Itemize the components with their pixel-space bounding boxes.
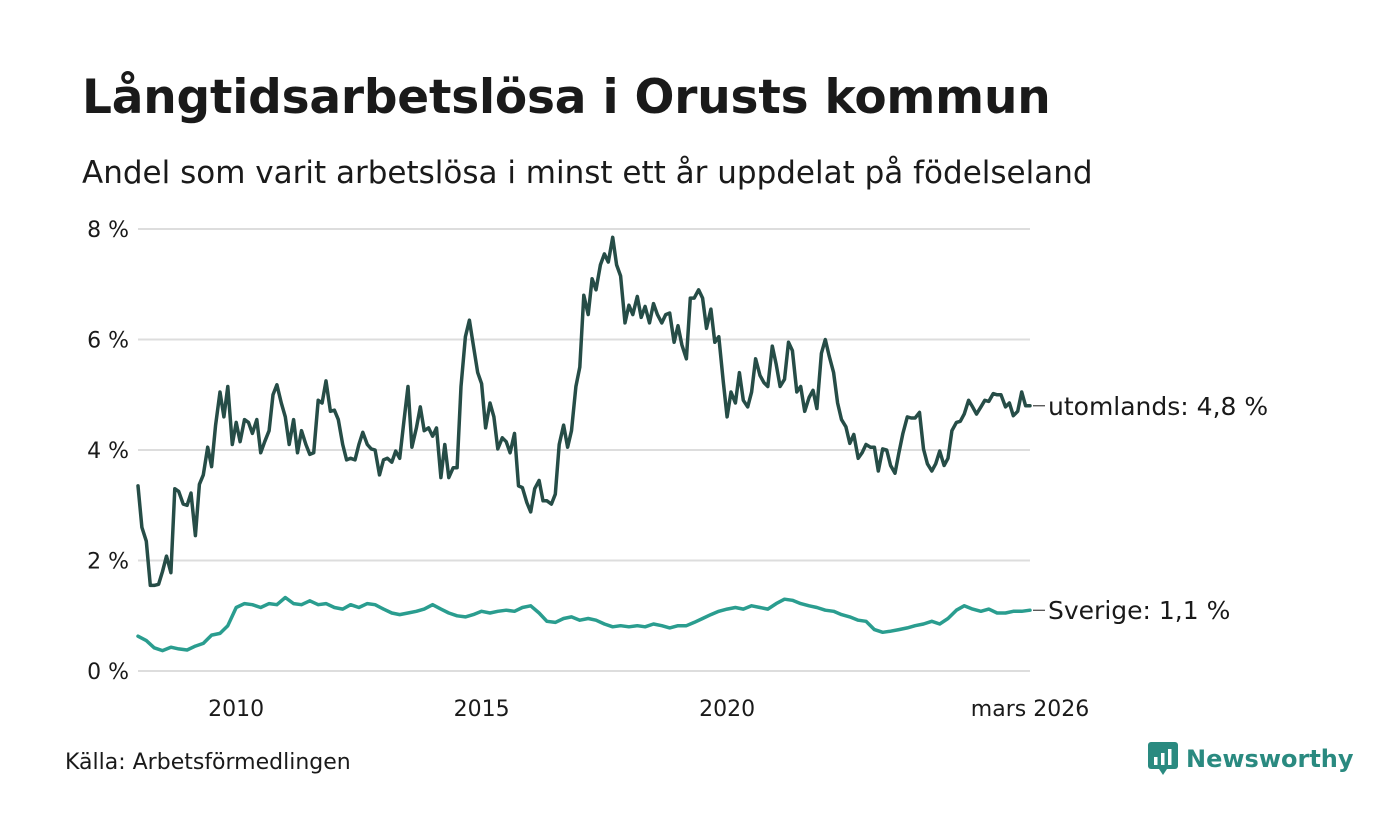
series-end-label: utomlands: 4,8 % [1048,392,1268,421]
x-tick-label: mars 2026 [971,697,1089,722]
x-tick-label: 2015 [454,697,510,722]
series-end-label: Sverige: 1,1 % [1048,596,1230,625]
y-tick-label: 6 % [87,329,129,354]
chart-title: Långtidsarbetslösa i Orusts kommun [82,70,1051,125]
x-tick-label: 2010 [208,697,264,722]
y-tick-label: 2 % [87,550,129,575]
source-note: Källa: Arbetsförmedlingen [65,750,351,775]
brand[interactable]: Newsworthy [1148,742,1354,776]
series-labels: utomlands: 4,8 % Sverige: 1,1 % [1033,392,1268,625]
series-line-utomlands [136,235,1032,588]
chart-subtitle: Andel som varit arbetslösa i minst ett å… [82,155,1093,191]
y-tick-label: 8 % [87,218,129,243]
x-axis-ticks: 2010 2015 2020 mars 2026 [208,697,1089,722]
newsworthy-logo-icon [1148,742,1178,775]
series-line-sverige [136,595,1032,653]
x-tick-label: 2020 [699,697,755,722]
y-tick-label: 4 % [87,439,129,464]
y-axis-ticks: 0 % 2 % 4 % 6 % 8 % [87,218,129,685]
series-layer [136,235,1032,653]
y-tick-label: 0 % [87,660,129,685]
brand-name: Newsworthy [1186,745,1354,773]
